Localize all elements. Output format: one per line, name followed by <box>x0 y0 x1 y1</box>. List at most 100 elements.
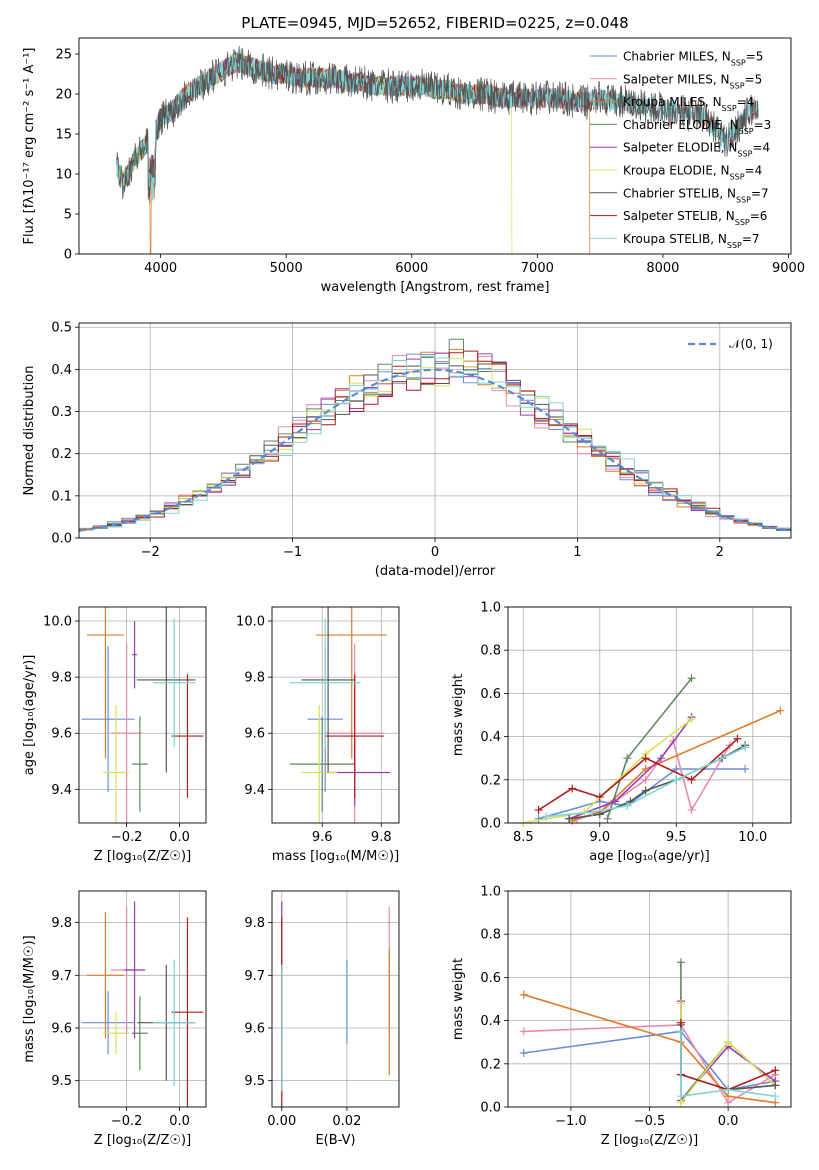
weight-vs-age-point-marker <box>611 797 620 806</box>
weight-vs-age-point-marker <box>568 784 577 793</box>
spectrum-ytick-label: 20 <box>55 88 72 103</box>
spectrum-xtick-label: 8000 <box>646 261 679 276</box>
weight-vs-Z-ytick-label: 0.6 <box>480 971 501 986</box>
spectrum-ytick-label: 15 <box>55 128 72 143</box>
residuals-xtick-label: 2 <box>716 545 724 560</box>
weight-vs-age-xtick-label: 10.0 <box>738 830 767 845</box>
weight-vs-age-point-marker <box>603 814 612 823</box>
spectrum-series-line <box>116 45 759 204</box>
weight-vs-Z-xlabel: Z [log₁₀(Z/Z☉)] <box>601 1133 698 1148</box>
weight-vs-age-point-marker <box>641 775 650 784</box>
residuals-ytick-label: 0.3 <box>51 405 72 420</box>
spectrum-ytick-label: 10 <box>55 168 72 183</box>
weight-vs-age-point-marker <box>687 775 696 784</box>
weight-vs-Z-ytick-label: 1.0 <box>480 885 501 900</box>
mass-vs-Z-ylabel: mass [log₁₀(M/M☉)] <box>22 935 37 1062</box>
weight-vs-age-series-line <box>523 718 693 824</box>
weight-vs-Z-ylabel: mass weight <box>451 958 466 1040</box>
spectrum-legend-entry: Kroupa ELODIE, NSSP=4 <box>623 164 762 182</box>
weight-vs-age-ytick-label: 0.2 <box>480 773 501 788</box>
mass-vs-Z-xtick-label: −0.2 <box>111 1114 143 1129</box>
weight-vs-age-point-marker <box>733 734 742 743</box>
weight-vs-Z-point-marker <box>519 990 528 999</box>
weight-vs-age-point-marker <box>741 743 750 752</box>
age-vs-Z-ylabel: age [log₁₀(age/yr)] <box>22 655 37 776</box>
spectrum-xtick-label: 5000 <box>270 261 303 276</box>
residuals-ytick-label: 0.0 <box>51 532 72 547</box>
weight-vs-Z-ytick-label: 0.2 <box>480 1057 501 1072</box>
residuals-xtick-label: −1 <box>283 545 302 560</box>
weight-vs-age-ylabel: mass weight <box>451 674 466 756</box>
residuals-frame <box>78 322 792 539</box>
spectrum-legend-entry: Salpeter MILES, NSSP=5 <box>623 72 762 90</box>
residuals-xlabel: (data-model)/error <box>375 564 496 579</box>
weight-vs-Z-point-marker <box>724 1085 733 1094</box>
weight-vs-Z-series-line <box>523 1030 776 1091</box>
age-vs-Z-ytick-label: 9.4 <box>51 783 72 798</box>
residuals-ylabel: Normed distribution <box>22 366 37 496</box>
weight-vs-Z-point-marker <box>676 1092 685 1101</box>
age-vs-mass-ytick-label: 9.4 <box>244 783 265 798</box>
weight-vs-age-point-marker <box>595 810 604 819</box>
residuals-xtick-label: 1 <box>573 545 581 560</box>
age-vs-Z-xlabel: Z [log₁₀(Z/Z☉)] <box>94 849 191 864</box>
mass-vs-ebv-ytick-label: 9.7 <box>244 969 265 984</box>
weight-vs-age-point-marker <box>534 806 543 815</box>
mass-vs-Z-ytick-label: 9.7 <box>51 969 72 984</box>
mass-vs-Z-ytick-label: 9.6 <box>51 1021 72 1036</box>
weight-vs-Z-point-marker <box>724 1038 733 1047</box>
spectrum-xlabel: wavelength [Angstrom, rest frame] <box>321 280 550 295</box>
weight-vs-Z-point-marker <box>519 1049 528 1057</box>
weight-vs-age-point-marker <box>534 814 543 823</box>
weight-vs-Z-xtick-label: −0.5 <box>634 1114 666 1129</box>
weight-vs-age-point-marker <box>687 806 696 815</box>
weight-vs-age-xlabel: age [log₁₀(age/yr)] <box>589 849 710 864</box>
mass-vs-Z-xlabel: Z [log₁₀(Z/Z☉)] <box>94 1133 191 1148</box>
spectrum-ylabel: Flux [fλ10⁻¹⁷ erg cm⁻² s⁻¹ A⁻¹] <box>22 48 37 245</box>
residuals-ytick-label: 0.1 <box>51 489 72 504</box>
residuals-xtick-label: 0 <box>431 545 439 560</box>
weight-vs-age-point-marker <box>623 754 632 763</box>
age-vs-mass-ytick-label: 9.8 <box>244 671 265 686</box>
weight-vs-age-point-marker <box>623 801 632 810</box>
weight-vs-age-point-marker <box>687 674 696 683</box>
age-vs-mass-xtick-label: 9.6 <box>312 830 333 845</box>
age-vs-Z-ytick-label: 9.8 <box>51 671 72 686</box>
weight-vs-age-point-marker <box>776 706 785 715</box>
spectrum-xtick-label: 7000 <box>521 261 554 276</box>
mass-vs-ebv-frame <box>271 890 400 1108</box>
spectrum-legend-entry: Chabrier ELODIE, NSSP=3 <box>623 118 771 136</box>
spectrum-legend-entry: Salpeter STELIB, NSSP=6 <box>623 209 767 227</box>
weight-vs-age-point-marker <box>542 812 551 821</box>
residuals-legend-entry: 𝒩(0, 1) <box>729 337 773 351</box>
weight-vs-age-point-marker <box>656 754 665 763</box>
weight-vs-Z-xtick-label: −1.0 <box>555 1114 587 1129</box>
spectrum-legend-entry: Salpeter ELODIE, NSSP=4 <box>623 141 770 159</box>
residuals-ytick-label: 0.4 <box>51 363 72 378</box>
weight-vs-Z-point-marker <box>676 958 685 967</box>
spectrum-ytick-label: 5 <box>64 208 72 223</box>
weight-vs-Z-ytick-label: 0.0 <box>480 1101 501 1116</box>
residuals-ytick-label: 0.5 <box>51 321 72 336</box>
weight-vs-Z-point-marker <box>771 1066 780 1075</box>
weight-vs-Z-point-marker <box>676 1027 685 1036</box>
mass-vs-ebv-ytick-label: 9.6 <box>244 1021 265 1036</box>
gaussian-curve <box>78 368 792 532</box>
weight-vs-Z-point-marker <box>771 1081 780 1090</box>
weight-vs-age-ytick-label: 1.0 <box>480 601 501 616</box>
weight-vs-age-point-marker <box>641 754 650 763</box>
age-vs-Z-ytick-label: 10.0 <box>43 615 72 630</box>
spectrum-xtick-label: 6000 <box>395 261 428 276</box>
weight-vs-Z-ytick-label: 0.4 <box>480 1014 501 1029</box>
weight-vs-age-ytick-label: 0.8 <box>480 644 501 659</box>
mass-vs-ebv-ytick-label: 9.5 <box>244 1074 265 1089</box>
age-vs-mass-ytick-label: 10.0 <box>236 615 265 630</box>
weight-vs-age-point-marker <box>741 765 750 773</box>
weight-vs-Z-point-marker <box>771 1092 780 1101</box>
weight-vs-Z-frame <box>507 890 792 1108</box>
weight-vs-age-ytick-label: 0.0 <box>480 817 501 832</box>
mass-vs-ebv-xtick-label: 0.02 <box>332 1114 361 1129</box>
weight-vs-age-series-line <box>538 738 739 811</box>
weight-vs-Z-point-marker <box>676 999 685 1008</box>
